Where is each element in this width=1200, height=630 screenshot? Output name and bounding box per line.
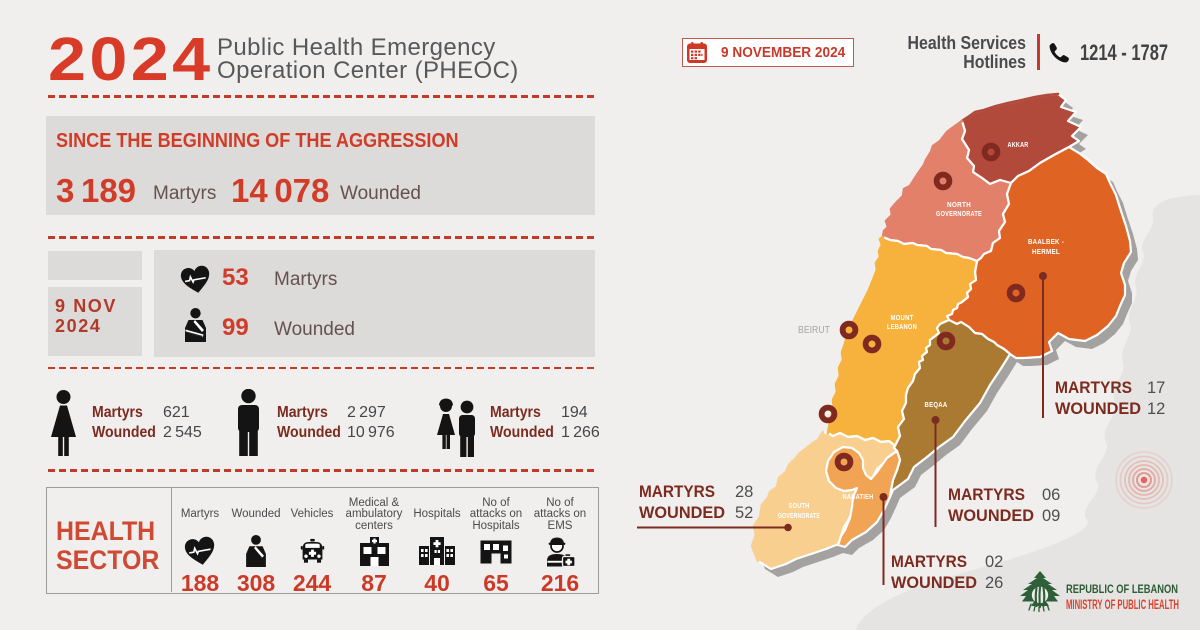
- svg-text:BEQAA: BEQAA: [925, 402, 948, 409]
- svg-text:BEIRUT: BEIRUT: [798, 324, 830, 336]
- svg-text:MINISTRY OF PUBLIC HEALTH: MINISTRY OF PUBLIC HEALTH: [1066, 597, 1179, 612]
- svg-text:MOUNT: MOUNT: [891, 315, 914, 322]
- svg-text:17: 17: [1147, 379, 1165, 397]
- svg-text:WOUNDED: WOUNDED: [639, 504, 725, 522]
- svg-text:SOUTH: SOUTH: [789, 503, 810, 510]
- svg-text:06: 06: [1042, 486, 1060, 504]
- svg-text:GOVERNORATE: GOVERNORATE: [778, 513, 820, 520]
- svg-text:MARTYRS: MARTYRS: [639, 483, 715, 501]
- svg-text:52: 52: [735, 504, 753, 522]
- svg-text:NORTH: NORTH: [947, 202, 971, 209]
- svg-text:09: 09: [1042, 507, 1060, 525]
- svg-text:AKKAR: AKKAR: [1008, 142, 1029, 149]
- svg-text:WOUNDED: WOUNDED: [948, 507, 1034, 525]
- svg-text:02: 02: [985, 553, 1003, 571]
- svg-text:HERMEL: HERMEL: [1032, 249, 1060, 256]
- svg-text:BAALBEK -: BAALBEK -: [1028, 239, 1064, 246]
- svg-text:MARTYRS: MARTYRS: [948, 486, 1025, 504]
- svg-text:26: 26: [985, 574, 1003, 592]
- svg-text:LEBANON: LEBANON: [887, 324, 917, 331]
- svg-text:WOUNDED: WOUNDED: [891, 574, 977, 592]
- svg-text:12: 12: [1147, 400, 1165, 418]
- svg-text:MARTYRS: MARTYRS: [891, 553, 967, 571]
- svg-text:MARTYRS: MARTYRS: [1055, 379, 1132, 397]
- svg-text:REPUBLIC OF LEBANON: REPUBLIC OF LEBANON: [1066, 584, 1178, 596]
- svg-text:NABATIEH: NABATIEH: [843, 494, 874, 501]
- svg-text:28: 28: [735, 483, 753, 501]
- svg-text:GOVERNORATE: GOVERNORATE: [936, 211, 982, 218]
- svg-text:WOUNDED: WOUNDED: [1055, 400, 1141, 418]
